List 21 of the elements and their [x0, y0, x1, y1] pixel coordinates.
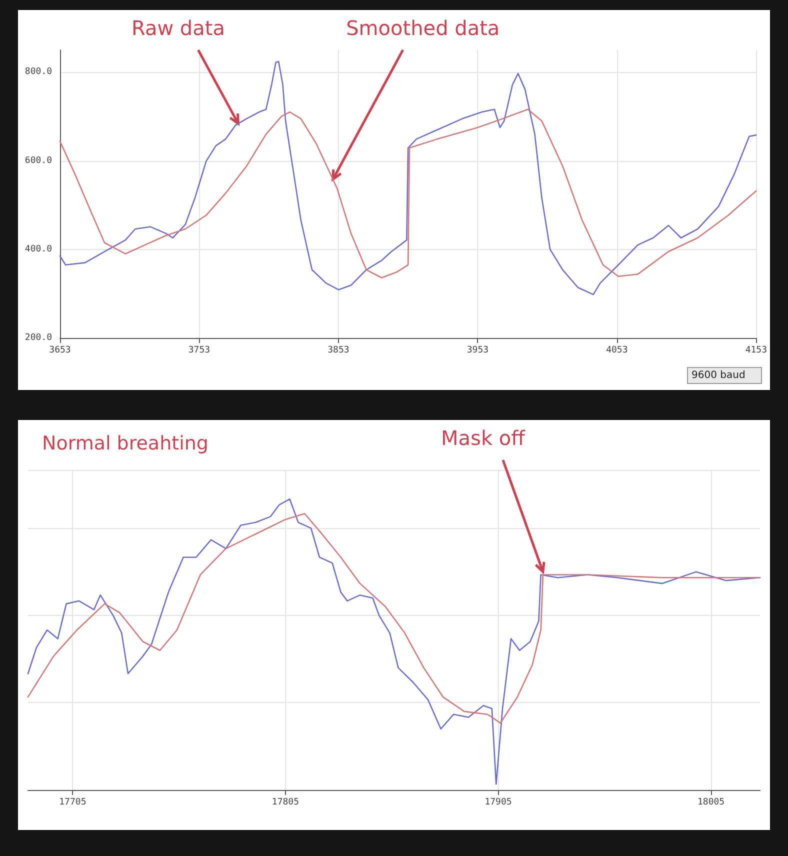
y-tick-label: 400.0 [24, 244, 52, 254]
x-tick-label: 3953 [466, 346, 489, 356]
x-tick-label: 3853 [328, 346, 350, 356]
x-tick-label: 4153 [745, 346, 768, 356]
x-tick-label: 4053 [606, 346, 628, 356]
x-tick-label: 17805 [272, 798, 300, 808]
annotation: Smoothed data [346, 16, 500, 40]
text: Normal breahting [42, 432, 208, 454]
x-tick-label: 18005 [698, 798, 725, 808]
y-tick-label: 600.0 [24, 156, 52, 166]
x-tick-label: 3753 [188, 346, 210, 356]
line-series [59, 108, 757, 278]
annotation: Mask off [441, 426, 526, 450]
annotation: Raw data [131, 16, 225, 40]
y-tick-label: 200.0 [24, 333, 52, 343]
line-series [59, 60, 757, 296]
text: 9600 baud [692, 370, 746, 381]
x-tick-label: 17905 [484, 798, 512, 808]
y-tick-label: 800.0 [24, 67, 52, 78]
x-tick-label: 3653 [49, 346, 71, 356]
x-tick-label: 17705 [59, 798, 86, 808]
